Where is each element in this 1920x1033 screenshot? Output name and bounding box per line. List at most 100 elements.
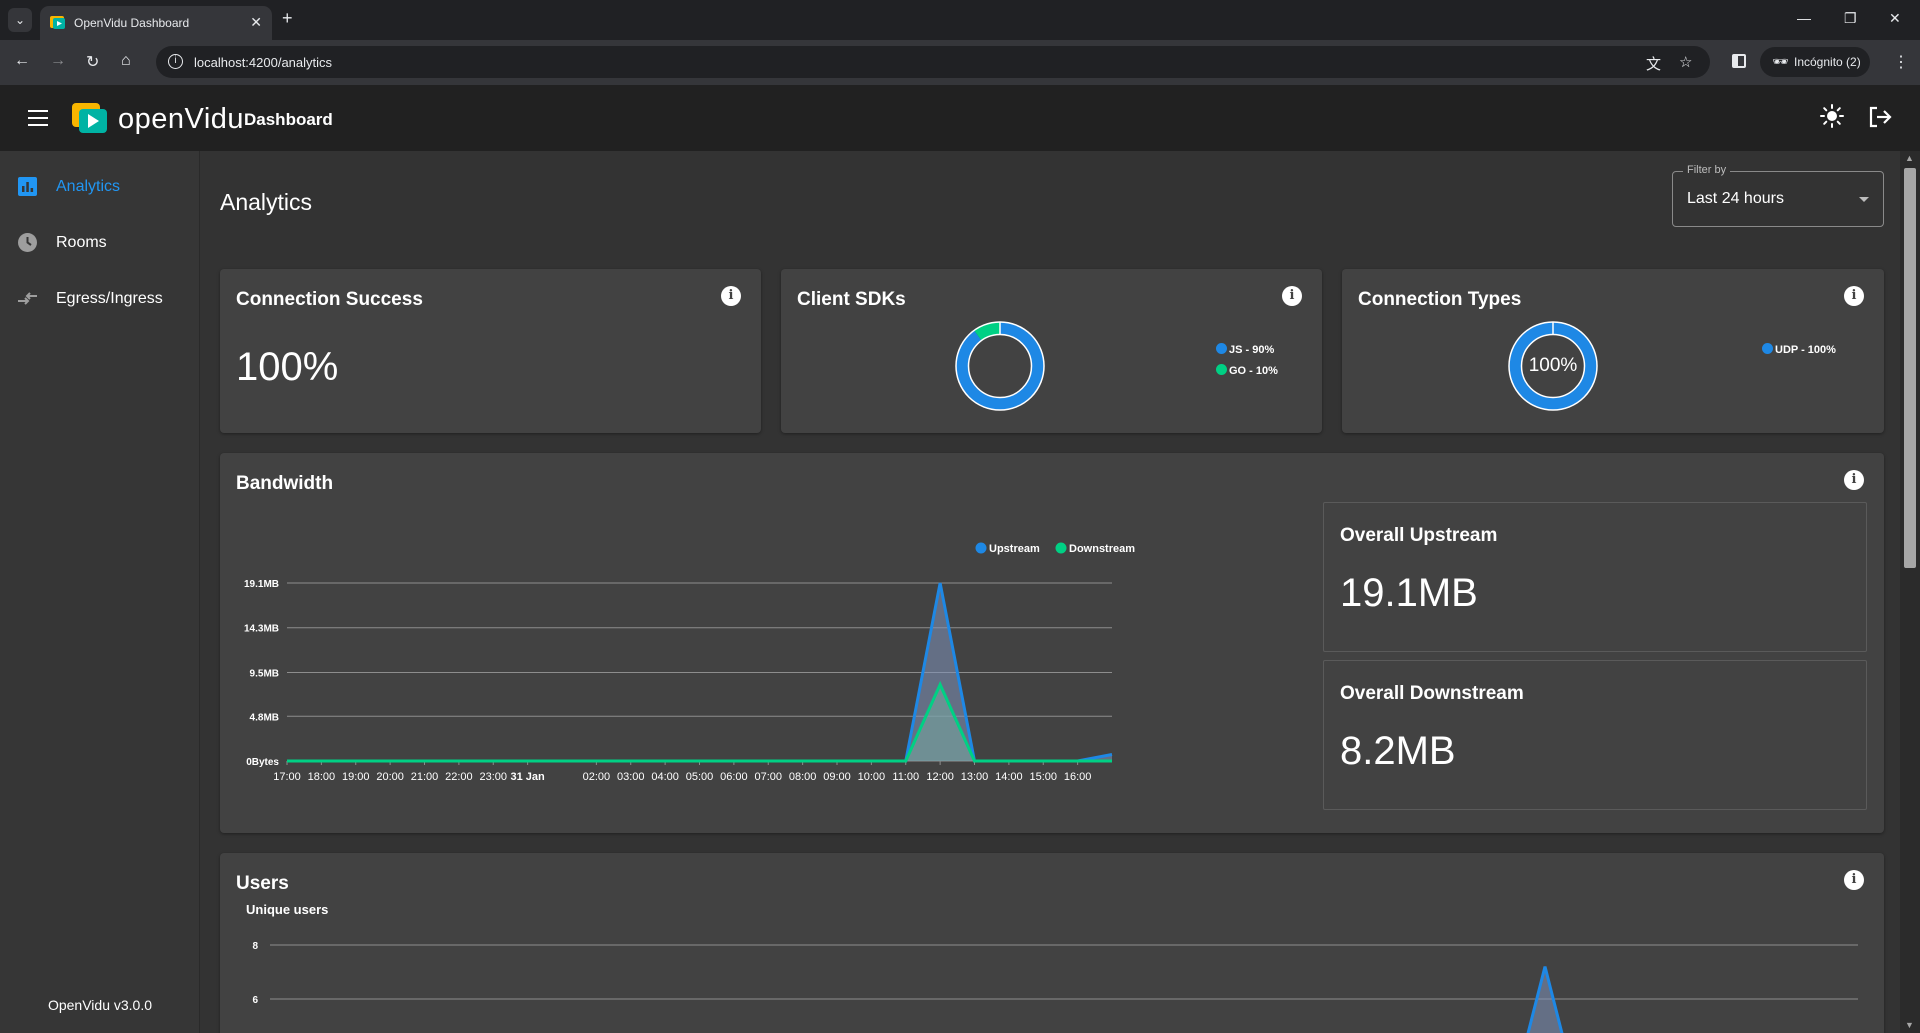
sidebar-item-label: Egress/Ingress xyxy=(56,290,163,307)
bandwidth-card: Bandwidth i 0Bytes 4.8MB 9.5MB 14.3MB 19.1MB… xyxy=(220,453,1884,833)
legend-label: GO - 10% xyxy=(1229,365,1278,377)
browser-tab-bar: ⌄ OpenVidu Dashboard ✕ + — ❐ ✕ xyxy=(0,0,1920,40)
incognito-badge[interactable]: 🕶 Incógnito (2) xyxy=(1760,47,1870,77)
line-downstream xyxy=(287,680,1112,763)
legend-dot xyxy=(1216,343,1227,354)
x-tick-label: 16:00 xyxy=(1064,771,1092,783)
overall-upstream-title: Overall Upstream xyxy=(1340,525,1498,546)
logout-icon[interactable] xyxy=(1868,106,1892,128)
x-tick-label: 14:00 xyxy=(995,771,1023,783)
app-header: openVidu Dashboard xyxy=(0,85,1920,151)
x-tick-label: 04:00 xyxy=(651,771,679,783)
legend-label: UDP - 100% xyxy=(1775,344,1836,356)
card-title: Users xyxy=(236,873,289,894)
y-tick-label: 6 xyxy=(252,995,258,1006)
y-tick-label: 9.5MB xyxy=(250,668,279,679)
translate-icon[interactable]: 文 xyxy=(1646,56,1662,73)
menu-icon[interactable] xyxy=(28,110,48,126)
openvidu-favicon-icon xyxy=(50,16,65,29)
new-tab-plus-icon[interactable]: + xyxy=(282,8,293,28)
page-title: Analytics xyxy=(220,189,313,215)
x-tick-label: 13:00 xyxy=(961,771,989,783)
info-icon[interactable]: i xyxy=(1282,286,1302,306)
incognito-icon: 🕶 xyxy=(1772,54,1789,69)
legend-dot xyxy=(975,542,987,554)
line-users xyxy=(1526,966,1564,1033)
y-tick-label: 14.3MB xyxy=(244,624,279,635)
restore-icon[interactable]: ❐ xyxy=(1844,10,1857,26)
incognito-label: Incógnito (2) xyxy=(1794,55,1861,69)
connection-success-card: Connection Success i 100% xyxy=(220,269,761,433)
bar-chart-icon xyxy=(18,177,37,196)
filter-select[interactable]: Filter by Last 24 hours xyxy=(1672,164,1884,227)
x-tick-label: 07:00 xyxy=(754,771,782,783)
info-icon[interactable]: i xyxy=(1844,286,1864,306)
users-card: Users i Unique users 6 8 xyxy=(220,853,1884,1033)
home-icon[interactable]: ⌂ xyxy=(121,52,131,69)
header-title: Dashboard xyxy=(244,110,333,129)
filter-label: Filter by xyxy=(1683,164,1731,176)
minimize-icon[interactable]: — xyxy=(1797,10,1811,26)
y-tick-label: 0Bytes xyxy=(246,757,279,768)
legend-dot xyxy=(1055,542,1067,554)
sun-theme-icon[interactable] xyxy=(1820,104,1844,128)
address-bar[interactable]: i localhost:4200/analytics 文 ☆ xyxy=(156,46,1710,78)
scroll-down-icon[interactable]: ▼ xyxy=(1905,1020,1914,1030)
sidebar-item-analytics[interactable]: Analytics xyxy=(0,166,200,206)
forward-arrow-icon[interactable]: → xyxy=(50,52,66,69)
scroll-up-icon[interactable]: ▲ xyxy=(1905,153,1914,163)
browser-tab[interactable]: OpenVidu Dashboard ✕ xyxy=(40,6,272,40)
tab-title: OpenVidu Dashboard xyxy=(74,16,190,30)
x-tick-label: 06:00 xyxy=(720,771,748,783)
legend-downstream: Downstream xyxy=(1069,543,1135,555)
donut-center-label: 100% xyxy=(1528,355,1578,376)
site-info-icon[interactable]: i xyxy=(168,54,183,69)
sidebar: Analytics Rooms Egress/Ingress OpenVidu … xyxy=(0,151,200,1033)
area-upstream xyxy=(287,583,1112,761)
info-icon[interactable]: i xyxy=(721,286,741,306)
x-tick-label: 18:00 xyxy=(308,771,336,783)
y-tick-label: 19.1MB xyxy=(244,579,279,590)
area-users xyxy=(1528,966,1562,1033)
overall-downstream-title: Overall Downstream xyxy=(1340,683,1524,704)
overall-downstream-value: 8.2MB xyxy=(1340,729,1456,773)
card-title: Connection Success xyxy=(236,289,423,310)
x-tick-label: 31 Jan xyxy=(511,771,546,783)
x-tick-label: 12:00 xyxy=(926,771,954,783)
info-icon[interactable]: i xyxy=(1844,470,1864,490)
overall-downstream-card: Overall Downstream 8.2MB xyxy=(1323,660,1867,810)
back-arrow-icon[interactable]: ← xyxy=(14,52,30,69)
donut-slice-go xyxy=(974,322,1001,341)
legend-js: JS - 90% xyxy=(1216,343,1274,356)
x-tick-label: 03:00 xyxy=(617,771,645,783)
url-text[interactable]: localhost:4200/analytics xyxy=(194,55,333,70)
sidebar-item-rooms[interactable]: Rooms xyxy=(0,222,200,262)
legend-label: JS - 90% xyxy=(1229,344,1275,356)
scrollbar-thumb[interactable] xyxy=(1904,168,1916,568)
sidebar-item-label: Analytics xyxy=(56,178,121,195)
reload-icon[interactable]: ↻ xyxy=(86,54,100,71)
close-window-icon[interactable]: ✕ xyxy=(1889,10,1901,26)
client-sdks-donut-chart xyxy=(955,321,1045,411)
sidebar-item-label: Rooms xyxy=(56,234,107,251)
card-title: Client SDKs xyxy=(797,289,906,310)
browser-menu-icon[interactable]: ⋮ xyxy=(1893,54,1909,71)
tab-list-chevron-icon[interactable]: ⌄ xyxy=(8,8,32,32)
connection-types-card: Connection Types i 100% UDP - 100% xyxy=(1342,269,1884,433)
x-tick-label: 02:00 xyxy=(583,771,611,783)
sidebar-item-egress-ingress[interactable]: Egress/Ingress xyxy=(0,278,200,318)
side-panel-icon[interactable] xyxy=(1732,54,1746,68)
openvidu-logo-icon xyxy=(72,103,107,133)
filter-value: Last 24 hours xyxy=(1687,190,1784,207)
info-icon[interactable]: i xyxy=(1844,870,1864,890)
swap-icon xyxy=(18,292,37,305)
x-tick-label: 05:00 xyxy=(686,771,714,783)
client-sdks-card: Client SDKs i JS - 90% GO - 10% xyxy=(781,269,1322,433)
bookmark-star-icon[interactable]: ☆ xyxy=(1679,54,1693,71)
legend-dot xyxy=(1762,343,1773,354)
x-tick-label: 11:00 xyxy=(892,771,919,783)
bandwidth-chart: 0Bytes 4.8MB 9.5MB 14.3MB 19.1MB 17:00 18:00 19… xyxy=(244,542,1135,783)
legend-go: GO - 10% xyxy=(1216,364,1278,377)
legend-udp: UDP - 100% xyxy=(1762,343,1836,356)
tab-close-icon[interactable]: ✕ xyxy=(250,14,262,30)
